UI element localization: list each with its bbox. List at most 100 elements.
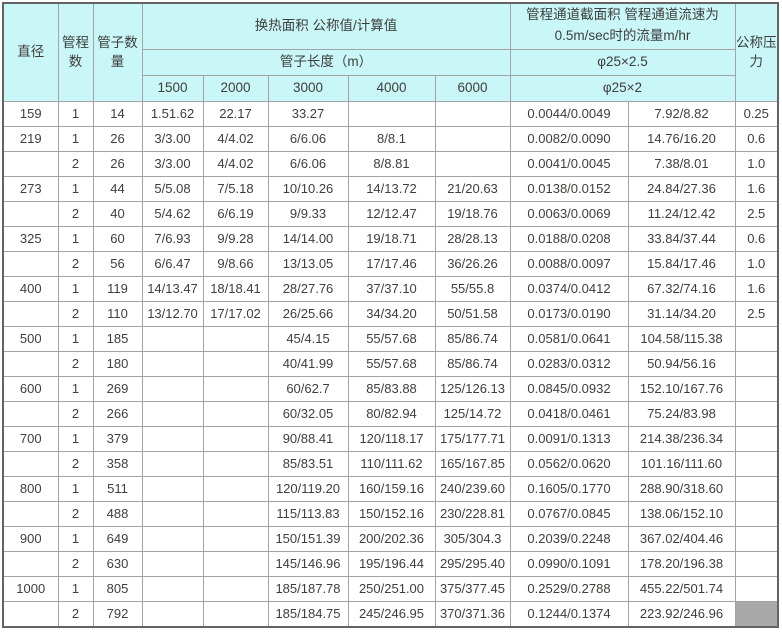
- header-channel-line2: 0.5m/sec时的流量m/hr: [554, 28, 691, 44]
- cell-pressure: [734, 350, 779, 377]
- cell-l4000: 37/37.10: [347, 275, 436, 302]
- cell-pressure: 0.25: [734, 100, 779, 127]
- cell-pressure: 1.6: [734, 175, 779, 202]
- cell-diameter: 800: [2, 475, 59, 502]
- cell-area: 0.0374/0.0412: [509, 275, 629, 302]
- cell-passes: 1: [57, 325, 94, 352]
- cell-l4000: 55/57.68: [347, 350, 436, 377]
- cell-l4000: 12/12.47: [347, 200, 436, 227]
- cell-diameter: [2, 550, 59, 577]
- cell-area: 0.0990/0.1091: [509, 550, 629, 577]
- cell-l2000: [202, 325, 269, 352]
- cell-tubes: 379: [92, 425, 143, 452]
- cell-passes: 1: [57, 125, 94, 152]
- table-row: 800 1 511 120/119.20 160/159.16 240/239.60 0.1…: [2, 475, 779, 502]
- cell-l2000: [202, 425, 269, 452]
- cell-tubes: 40: [92, 200, 143, 227]
- cell-l4000: 34/34.20: [347, 300, 436, 327]
- cell-area: 0.0581/0.0641: [509, 325, 629, 352]
- cell-l3000: 60/32.05: [267, 400, 349, 427]
- cell-l2000: [202, 500, 269, 527]
- cell-l2000: [202, 525, 269, 552]
- cell-l1500: [141, 600, 204, 627]
- cell-flow: 31.14/34.20: [627, 300, 736, 327]
- cell-l3000: 13/13.05: [267, 250, 349, 277]
- cell-diameter: [2, 200, 59, 227]
- cell-area: 0.0767/0.0845: [509, 500, 629, 527]
- cell-flow: 367.02/404.46: [627, 525, 736, 552]
- cell-flow: 7.92/8.82: [627, 100, 736, 127]
- cell-l1500: 3/3.00: [141, 150, 204, 177]
- table-row: 2 792 185/184.75 245/246.95 370/371.36 0.1244…: [2, 600, 779, 627]
- cell-l6000: 55/55.8: [434, 275, 511, 302]
- cell-l3000: 60/62.7: [267, 375, 349, 402]
- header-channel-line1: 管程通道截面积 管程通道流速为: [526, 7, 719, 23]
- cell-tubes: 792: [92, 600, 143, 627]
- cell-l3000: 85/83.51: [267, 450, 349, 477]
- cell-passes: 1: [57, 175, 94, 202]
- cell-l4000: 85/83.88: [347, 375, 436, 402]
- table-header: 直径 管程数 管子数量 换热面积 公称值/计算值 管程通道截面积 管程通道流速为…: [2, 2, 779, 102]
- cell-tubes: 60: [92, 225, 143, 252]
- cell-diameter: 1000: [2, 575, 59, 602]
- cell-l2000: 4/4.02: [202, 150, 269, 177]
- cell-area: 0.0562/0.0620: [509, 450, 629, 477]
- cell-l1500: 3/3.00: [141, 125, 204, 152]
- cell-l6000: 28/28.13: [434, 225, 511, 252]
- cell-diameter: [2, 250, 59, 277]
- cell-area: 0.1244/0.1374: [509, 600, 629, 627]
- cell-tubes: 110: [92, 300, 143, 327]
- cell-area: 0.0283/0.0312: [509, 350, 629, 377]
- cell-l3000: 26/25.66: [267, 300, 349, 327]
- header-row-2: 管子长度（m） φ25×2.5: [3, 48, 778, 76]
- cell-flow: 15.84/17.46: [627, 250, 736, 277]
- cell-passes: 2: [57, 400, 94, 427]
- cell-passes: 1: [57, 225, 94, 252]
- cell-l1500: [141, 575, 204, 602]
- header-pressure: 公称压力: [734, 2, 779, 102]
- cell-pressure: [734, 375, 779, 402]
- cell-l3000: 145/146.96: [267, 550, 349, 577]
- header-length-6000: 6000: [434, 74, 511, 102]
- table-row: 2 488 115/113.83 150/152.16 230/228.81 0.0767…: [2, 500, 779, 527]
- cell-pressure: [734, 325, 779, 352]
- table-row: 700 1 379 90/88.41 120/118.17 175/177.71 0.009…: [2, 425, 779, 452]
- cell-l6000: 165/167.85: [434, 450, 511, 477]
- cell-l2000: 6/6.19: [202, 200, 269, 227]
- cell-pressure: [734, 500, 779, 527]
- cell-l4000: 19/18.71: [347, 225, 436, 252]
- table-row: 400 1 119 14/13.47 18/18.41 28/27.76 37/37.10 5…: [2, 275, 779, 302]
- cell-area: 0.0044/0.0049: [509, 100, 629, 127]
- cell-l6000: 21/20.63: [434, 175, 511, 202]
- cell-passes: 1: [57, 575, 94, 602]
- header-tube-count: 管子数量: [92, 2, 143, 102]
- cell-l3000: 33.27: [267, 100, 349, 127]
- cell-diameter: [2, 450, 59, 477]
- cell-l3000: 6/6.06: [267, 150, 349, 177]
- cell-l1500: [141, 425, 204, 452]
- cell-l1500: [141, 475, 204, 502]
- cell-l3000: 150/151.39: [267, 525, 349, 552]
- cell-area: 0.2529/0.2788: [509, 575, 629, 602]
- cell-l6000: 85/86.74: [434, 350, 511, 377]
- cell-passes: 1: [57, 525, 94, 552]
- cell-l4000: 17/17.46: [347, 250, 436, 277]
- cell-l6000: 240/239.60: [434, 475, 511, 502]
- cell-area: 0.0082/0.0090: [509, 125, 629, 152]
- cell-tubes: 358: [92, 450, 143, 477]
- cell-flow: 152.10/167.76: [627, 375, 736, 402]
- cell-diameter: [2, 500, 59, 527]
- cell-l3000: 28/27.76: [267, 275, 349, 302]
- cell-l2000: 22.17: [202, 100, 269, 127]
- cell-area: 0.0418/0.0461: [509, 400, 629, 427]
- cell-area: 0.2039/0.2248: [509, 525, 629, 552]
- table-row: 500 1 185 45/4.15 55/57.68 85/86.74 0.0581/0.0…: [2, 325, 779, 352]
- cell-area: 0.0845/0.0932: [509, 375, 629, 402]
- cell-l1500: 6/6.47: [141, 250, 204, 277]
- cell-flow: 101.16/111.60: [627, 450, 736, 477]
- cell-passes: 2: [57, 150, 94, 177]
- cell-l6000: 370/371.36: [434, 600, 511, 627]
- cell-tubes: 44: [92, 175, 143, 202]
- cell-pressure: [734, 475, 779, 502]
- cell-l6000: 85/86.74: [434, 325, 511, 352]
